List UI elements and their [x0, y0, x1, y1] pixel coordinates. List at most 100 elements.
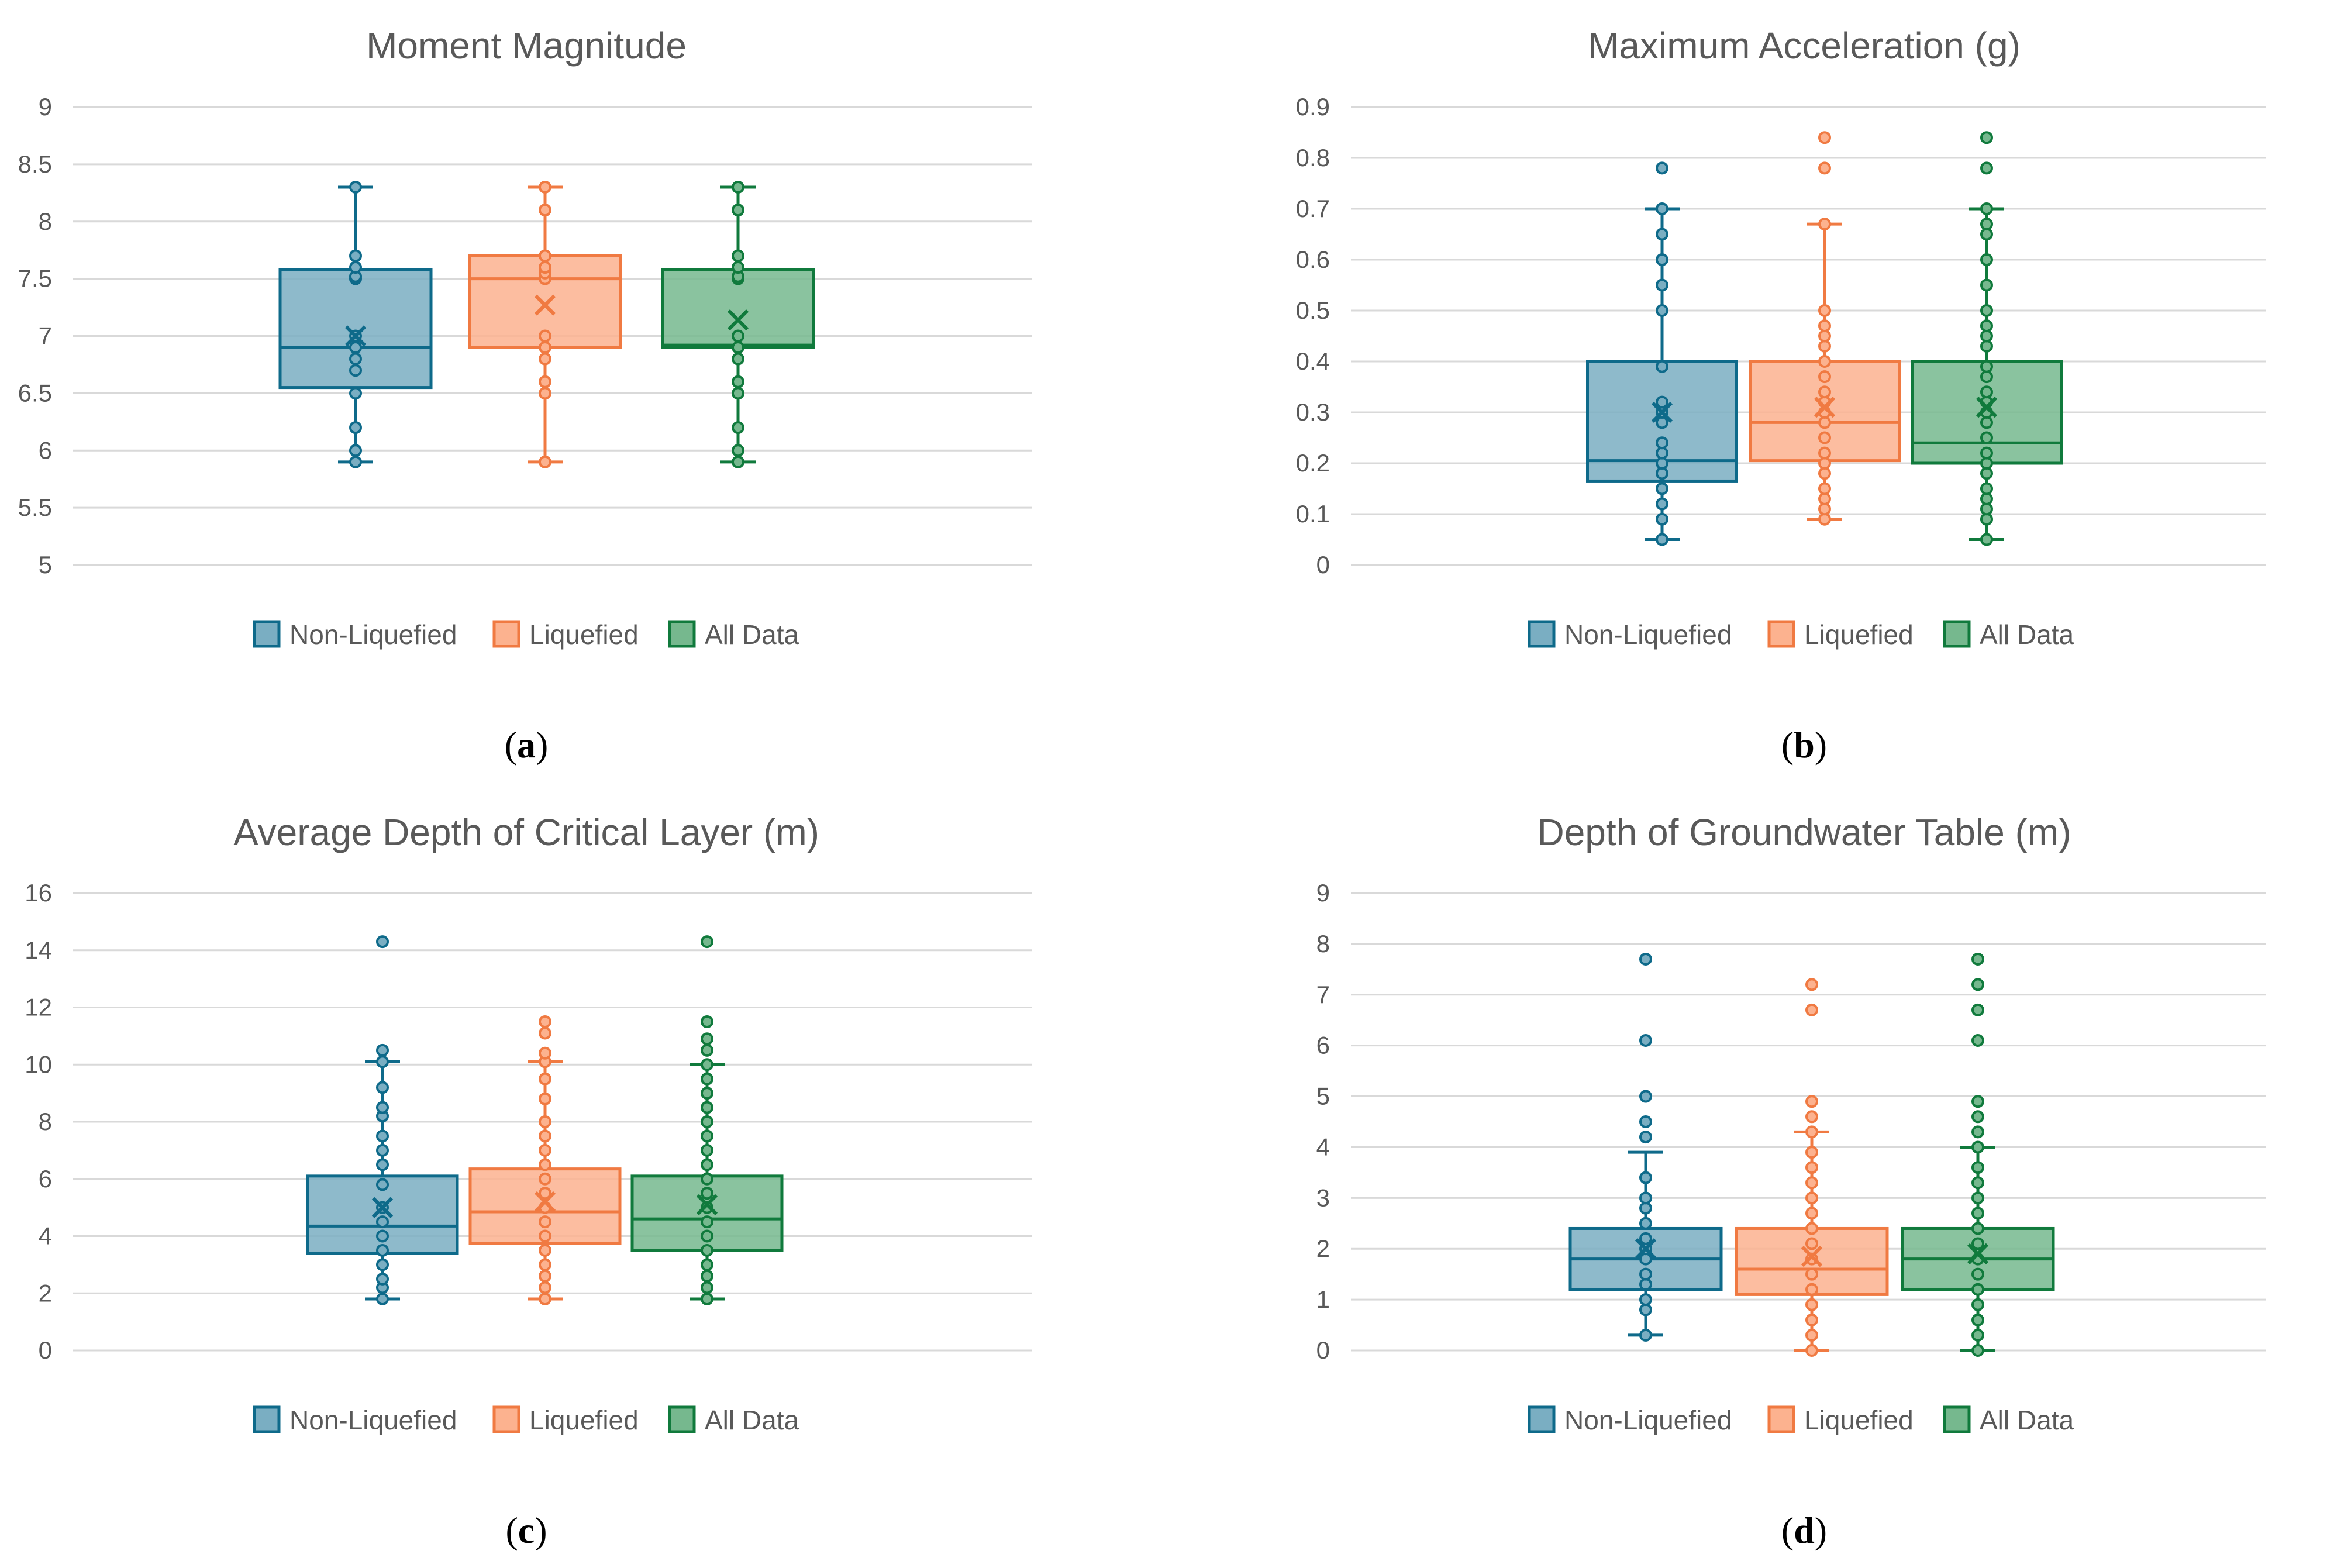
- data-point: [1818, 319, 1831, 333]
- panel-caption: (a): [505, 724, 549, 766]
- legend-swatch: [1767, 1405, 1795, 1433]
- data-point: [539, 455, 551, 468]
- data-point: [1980, 339, 1993, 353]
- data-point: [1818, 131, 1831, 144]
- y-tick-label: 9: [1316, 879, 1330, 907]
- data-point: [1805, 1313, 1818, 1326]
- data-point: [1980, 202, 1993, 215]
- data-point: [539, 1129, 551, 1143]
- y-tick-label: 0.5: [1296, 297, 1330, 324]
- data-point: [1818, 482, 1831, 495]
- data-point: [1818, 161, 1831, 175]
- legend-label: All Data: [1980, 1405, 2074, 1435]
- data-point: [1639, 1191, 1652, 1205]
- mean-marker: [371, 1197, 394, 1218]
- data-point: [701, 1158, 713, 1171]
- data-point: [1818, 370, 1831, 384]
- data-point: [701, 1243, 713, 1257]
- mean-marker: [727, 309, 749, 331]
- data-point: [701, 1015, 713, 1028]
- data-point: [539, 352, 551, 366]
- data-point: [539, 1158, 551, 1171]
- data-point: [349, 421, 362, 435]
- data-point: [1639, 1293, 1652, 1307]
- data-point: [349, 261, 362, 274]
- data-point: [1656, 304, 1668, 317]
- chart-title: Depth of Groundwater Table (m): [1537, 811, 2071, 853]
- data-point: [1980, 467, 1993, 480]
- data-point: [1805, 1252, 1818, 1266]
- data-point: [1639, 1131, 1652, 1144]
- data-point: [1639, 952, 1652, 966]
- chart-panel-a: Moment Magnitude 5 5.5 6 6.5 7 7.5 8 8.5 9 Non-Liq…: [18, 25, 1032, 766]
- data-point: [701, 1293, 713, 1306]
- legend-swatch: [253, 1405, 281, 1433]
- data-point: [1971, 1207, 1984, 1220]
- data-point: [376, 1258, 389, 1271]
- data-point: [1971, 1222, 1984, 1235]
- mean-marker: [344, 325, 367, 347]
- data-point: [376, 1293, 389, 1306]
- data-point: [732, 341, 744, 354]
- data-point: [1805, 1283, 1818, 1296]
- data-point: [732, 387, 744, 400]
- data-point: [1971, 1125, 1984, 1139]
- data-point: [1971, 952, 1984, 966]
- data-point: [1639, 1171, 1652, 1184]
- data-point: [732, 455, 744, 468]
- chart-title: Maximum Acceleration (g): [1588, 25, 2021, 67]
- chart-title: Moment Magnitude: [366, 25, 687, 67]
- data-point: [1818, 467, 1831, 480]
- legend-label: Liquefied: [529, 619, 639, 650]
- data-point: [349, 352, 362, 366]
- data-point: [1971, 1298, 1984, 1311]
- y-tick-label: 4: [1316, 1133, 1330, 1160]
- legend-swatch: [1528, 1405, 1556, 1433]
- data-point: [1818, 416, 1831, 429]
- data-point: [1805, 1237, 1818, 1250]
- data-point: [701, 1058, 713, 1071]
- data-point: [376, 1043, 389, 1057]
- panel-caption: (c): [505, 1510, 547, 1551]
- y-tick-label: 5: [1316, 1083, 1330, 1110]
- data-point: [1639, 1201, 1652, 1215]
- data-point: [1639, 1328, 1652, 1342]
- data-point: [1818, 431, 1831, 444]
- data-point: [1980, 385, 1993, 399]
- data-point: [539, 181, 551, 194]
- data-point: [701, 1087, 713, 1100]
- data-point: [539, 261, 551, 274]
- data-point: [1971, 1033, 1984, 1047]
- data-point: [349, 341, 362, 354]
- legend-swatch: [253, 620, 281, 648]
- legend-swatch: [1767, 620, 1795, 648]
- data-point: [701, 1143, 713, 1157]
- y-tick-label: 0.9: [1296, 93, 1330, 120]
- data-point: [1971, 1176, 1984, 1190]
- caption-open-paren: (: [1781, 1510, 1794, 1551]
- legend: Non-Liquefied Liquefied All Data: [253, 1405, 799, 1435]
- data-point: [1656, 497, 1668, 511]
- legend-label: Non-Liquefied: [1564, 619, 1732, 650]
- data-point: [701, 1258, 713, 1271]
- data-point: [1639, 1090, 1652, 1103]
- series-non-liquefied: [1586, 161, 1738, 546]
- data-point: [1980, 533, 1993, 546]
- data-point: [1980, 253, 1993, 266]
- data-point: [1971, 1313, 1984, 1326]
- data-point: [1639, 1033, 1652, 1047]
- data-point: [1656, 253, 1668, 266]
- y-tick-label: 0.1: [1296, 500, 1330, 528]
- data-point: [732, 249, 744, 263]
- data-point: [376, 1158, 389, 1171]
- data-point: [701, 1229, 713, 1243]
- data-point: [701, 1172, 713, 1186]
- y-tick-label: 4: [39, 1222, 52, 1250]
- data-point: [732, 329, 744, 343]
- data-point: [1639, 1232, 1652, 1245]
- legend-item: Liquefied: [1767, 1405, 1914, 1435]
- data-point: [539, 1143, 551, 1157]
- data-point: [1656, 533, 1668, 546]
- data-point: [1656, 360, 1668, 373]
- data-point: [539, 1172, 551, 1186]
